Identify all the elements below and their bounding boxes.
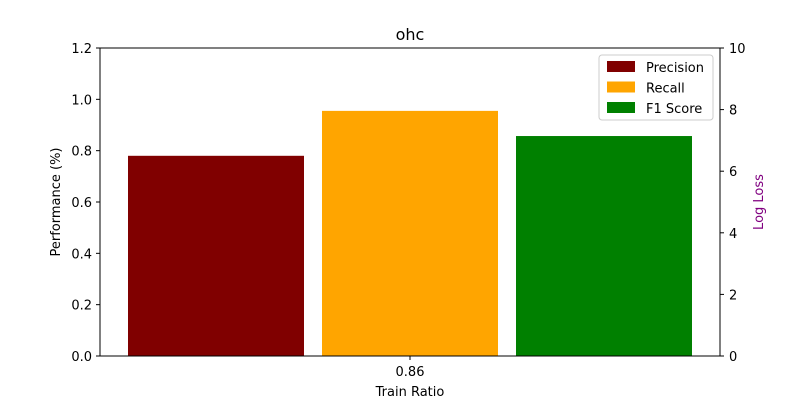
y-tick-label: 0.0 bbox=[71, 350, 92, 365]
y2-tick-label: 8 bbox=[729, 104, 737, 119]
y-tick-label: 0.4 bbox=[71, 247, 92, 262]
legend-label: Recall bbox=[646, 82, 685, 97]
bar-f1-score bbox=[516, 136, 692, 356]
y-axis-label: Performance (%) bbox=[49, 147, 64, 256]
legend: Precision Recall F1 Score bbox=[598, 54, 714, 121]
bar-precision bbox=[128, 155, 304, 356]
y2-tick-label: 10 bbox=[729, 42, 746, 57]
chart-title: ohc bbox=[396, 25, 425, 44]
legend-swatch bbox=[607, 81, 635, 93]
y-tick-label: 0.6 bbox=[71, 196, 92, 211]
legend-swatch bbox=[607, 102, 635, 113]
x-axis-ticks: 0.86 bbox=[396, 356, 425, 380]
x-tick-label: 0.86 bbox=[396, 365, 425, 380]
legend-label: Precision bbox=[646, 61, 704, 76]
legend-swatch bbox=[607, 61, 635, 72]
y2-axis-ticks: 0 2 4 6 8 10 bbox=[720, 42, 746, 365]
y-tick-label: 0.2 bbox=[71, 299, 92, 314]
legend-label: F1 Score bbox=[646, 102, 702, 117]
bar-recall bbox=[322, 110, 498, 356]
y-tick-label: 1.0 bbox=[71, 93, 92, 108]
y-axis-ticks: 0.0 0.2 0.4 0.6 0.8 1.0 1.2 bbox=[71, 42, 100, 365]
x-axis-label: Train Ratio bbox=[375, 385, 445, 400]
y-tick-label: 0.8 bbox=[71, 145, 92, 160]
y2-tick-label: 4 bbox=[729, 227, 737, 242]
y-tick-label: 1.2 bbox=[71, 42, 92, 57]
y2-tick-label: 2 bbox=[729, 288, 737, 303]
y2-tick-label: 6 bbox=[729, 165, 737, 180]
y2-axis-label: Log Loss bbox=[752, 174, 767, 230]
bars-group bbox=[128, 110, 692, 356]
y2-tick-label: 0 bbox=[729, 350, 737, 365]
